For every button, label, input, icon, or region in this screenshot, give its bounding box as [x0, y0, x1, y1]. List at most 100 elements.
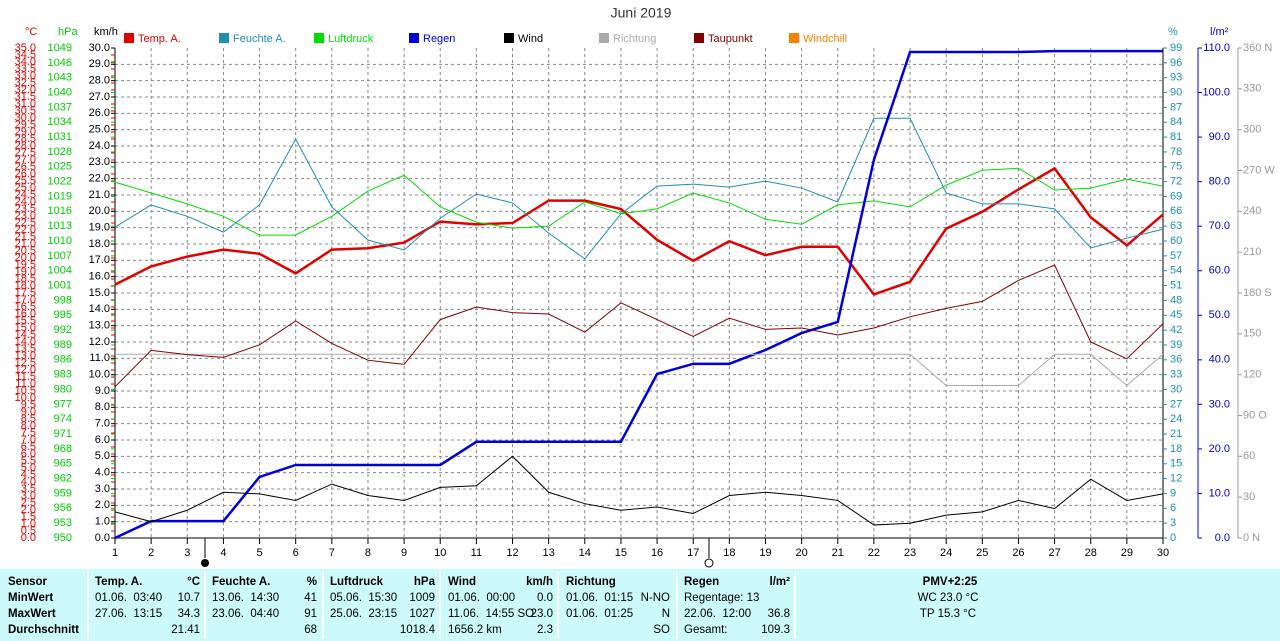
- x-tick-label: 30: [1157, 547, 1169, 559]
- y-tick-label: 21.0: [89, 189, 110, 201]
- y-tick-label: 11.5: [15, 371, 36, 383]
- x-tick-label: 16: [651, 547, 663, 559]
- y-tick-label: 30: [1170, 383, 1182, 395]
- col-unit: °C: [187, 576, 200, 588]
- y-tick-label: 29.0: [15, 126, 36, 138]
- legend-swatch: [789, 33, 799, 43]
- col-unit: %: [307, 576, 317, 588]
- cell-value: 36.8: [768, 608, 790, 620]
- y-tick-label: 4.0: [95, 467, 110, 479]
- row-label: Durchschnitt: [8, 624, 79, 636]
- y-tick-label: 5.0: [95, 450, 110, 462]
- x-tick-label: 4: [220, 547, 226, 559]
- y-tick-label: 8.0: [95, 401, 110, 413]
- y-tick-label: 96: [1170, 57, 1182, 69]
- axis-unit: hPa: [58, 26, 78, 38]
- y-tick-label: 2.5: [21, 497, 36, 509]
- y-tick-label: 1031: [48, 131, 72, 143]
- x-tick-label: 3: [184, 547, 190, 559]
- pmv-line: WC 23.0 °C: [918, 592, 979, 604]
- y-tick-label: 16.0: [89, 271, 110, 283]
- y-tick-label: 17.0: [89, 254, 110, 266]
- table: Sensor MinWert MaxWert Durchschnitt Temp. A.…: [8, 572, 978, 639]
- y-tick-label: 13.0: [15, 350, 36, 362]
- y-tick-label: 24.0: [89, 140, 110, 152]
- y-tick-label: 21.5: [15, 231, 36, 243]
- full-moon: [704, 558, 714, 568]
- y-tick-label: 974: [54, 413, 72, 425]
- y-tick-label: 19.0: [15, 266, 36, 278]
- y-tick-label: 6.0: [21, 448, 36, 460]
- x-tick-label: 19: [759, 547, 771, 559]
- y-tick-label: 15.0: [15, 322, 36, 334]
- x-tick-label: 21: [832, 547, 844, 559]
- y-tick-label: 29.5: [15, 119, 36, 131]
- series-line: [114, 49, 1163, 540]
- y-tick-label: 10.5: [15, 385, 36, 397]
- y-tick-label: 6: [1170, 502, 1176, 514]
- y-tick-label: 210: [1243, 246, 1261, 258]
- y-tick-label: 69: [1170, 190, 1182, 202]
- y-tick-label: 26.0: [15, 168, 36, 180]
- x-tick-label: 8: [365, 547, 371, 559]
- y-tick-label: 60: [1170, 235, 1182, 247]
- grid: [115, 48, 1164, 538]
- cell-date: 25.06. 23:15: [330, 608, 397, 620]
- y-tick-label: 12: [1170, 473, 1182, 485]
- y-tick-label: 90 O: [1243, 409, 1267, 421]
- y-tick-label: 26.5: [15, 161, 36, 173]
- row-label: MaxWert: [8, 608, 56, 620]
- y-tick-label: 100.0: [1202, 86, 1230, 98]
- y-tick-label: 300: [1243, 124, 1261, 136]
- y-tick-label: 22.0: [15, 224, 36, 236]
- cell-date: 22.06. 12:00: [684, 608, 751, 620]
- series-line: [115, 353, 1164, 387]
- cell-value: N: [662, 608, 670, 620]
- y-tick-label: 6.5: [21, 441, 36, 453]
- y-tick-label: 1016: [48, 205, 72, 217]
- y-tick-label: 20.0: [15, 252, 36, 264]
- x-tick-label: 20: [795, 547, 807, 559]
- y-tick-label: 31.5: [15, 91, 36, 103]
- y-tick-label: 1.0: [21, 518, 36, 530]
- y-tick-label: 29.0: [89, 58, 110, 70]
- y-tick-label: 10.0: [89, 369, 110, 381]
- y-tick-label: 18.0: [89, 238, 110, 250]
- cell-value: 1027: [409, 608, 435, 620]
- x-tick-label: 14: [579, 547, 591, 559]
- y-tick-label: 32.5: [15, 77, 36, 89]
- y-tick-label: 22.5: [15, 217, 36, 229]
- y-tick-label: 48: [1170, 294, 1182, 306]
- x-tick-label: 15: [615, 547, 627, 559]
- y-tick-label: 25.0: [15, 182, 36, 194]
- y-tick-label: 90: [1170, 86, 1182, 98]
- y-tick-label: 977: [54, 398, 72, 410]
- y-tick-label: 80.0: [1209, 176, 1230, 188]
- y-tick-label: 20.0: [1209, 443, 1230, 455]
- cell-value: 41: [304, 592, 317, 604]
- y-tick-label: 962: [54, 473, 72, 485]
- y-tick-label: 1022: [48, 176, 72, 188]
- y-tick-label: 32.0: [15, 84, 36, 96]
- y-tick-label: 66: [1170, 205, 1182, 217]
- pmv-line: TP 15.3 °C: [920, 608, 976, 620]
- cell-date: 05.06. 15:30: [330, 592, 397, 604]
- y-tick-label: 1028: [48, 146, 72, 158]
- x-tick-label: 27: [1048, 547, 1060, 559]
- y-tick-label: 25.5: [15, 175, 36, 187]
- col-header: Luftdruck: [330, 576, 384, 588]
- y-tick-label: 99: [1170, 42, 1182, 54]
- cell-date: 01.06. 00:00: [448, 592, 515, 604]
- y-tick-label: 1049: [48, 42, 72, 54]
- y-tick-label: 30: [1243, 491, 1255, 503]
- cell-value: 10.7: [178, 592, 200, 604]
- y-tick-label: 950: [54, 532, 72, 544]
- legend-swatch: [314, 33, 324, 43]
- y-tick-label: 14.0: [15, 336, 36, 348]
- y-tick-label: 60.0: [1209, 265, 1230, 277]
- y-tick-label: 998: [54, 294, 72, 306]
- y-tick-label: 45: [1170, 309, 1182, 321]
- legend-swatch: [219, 33, 229, 43]
